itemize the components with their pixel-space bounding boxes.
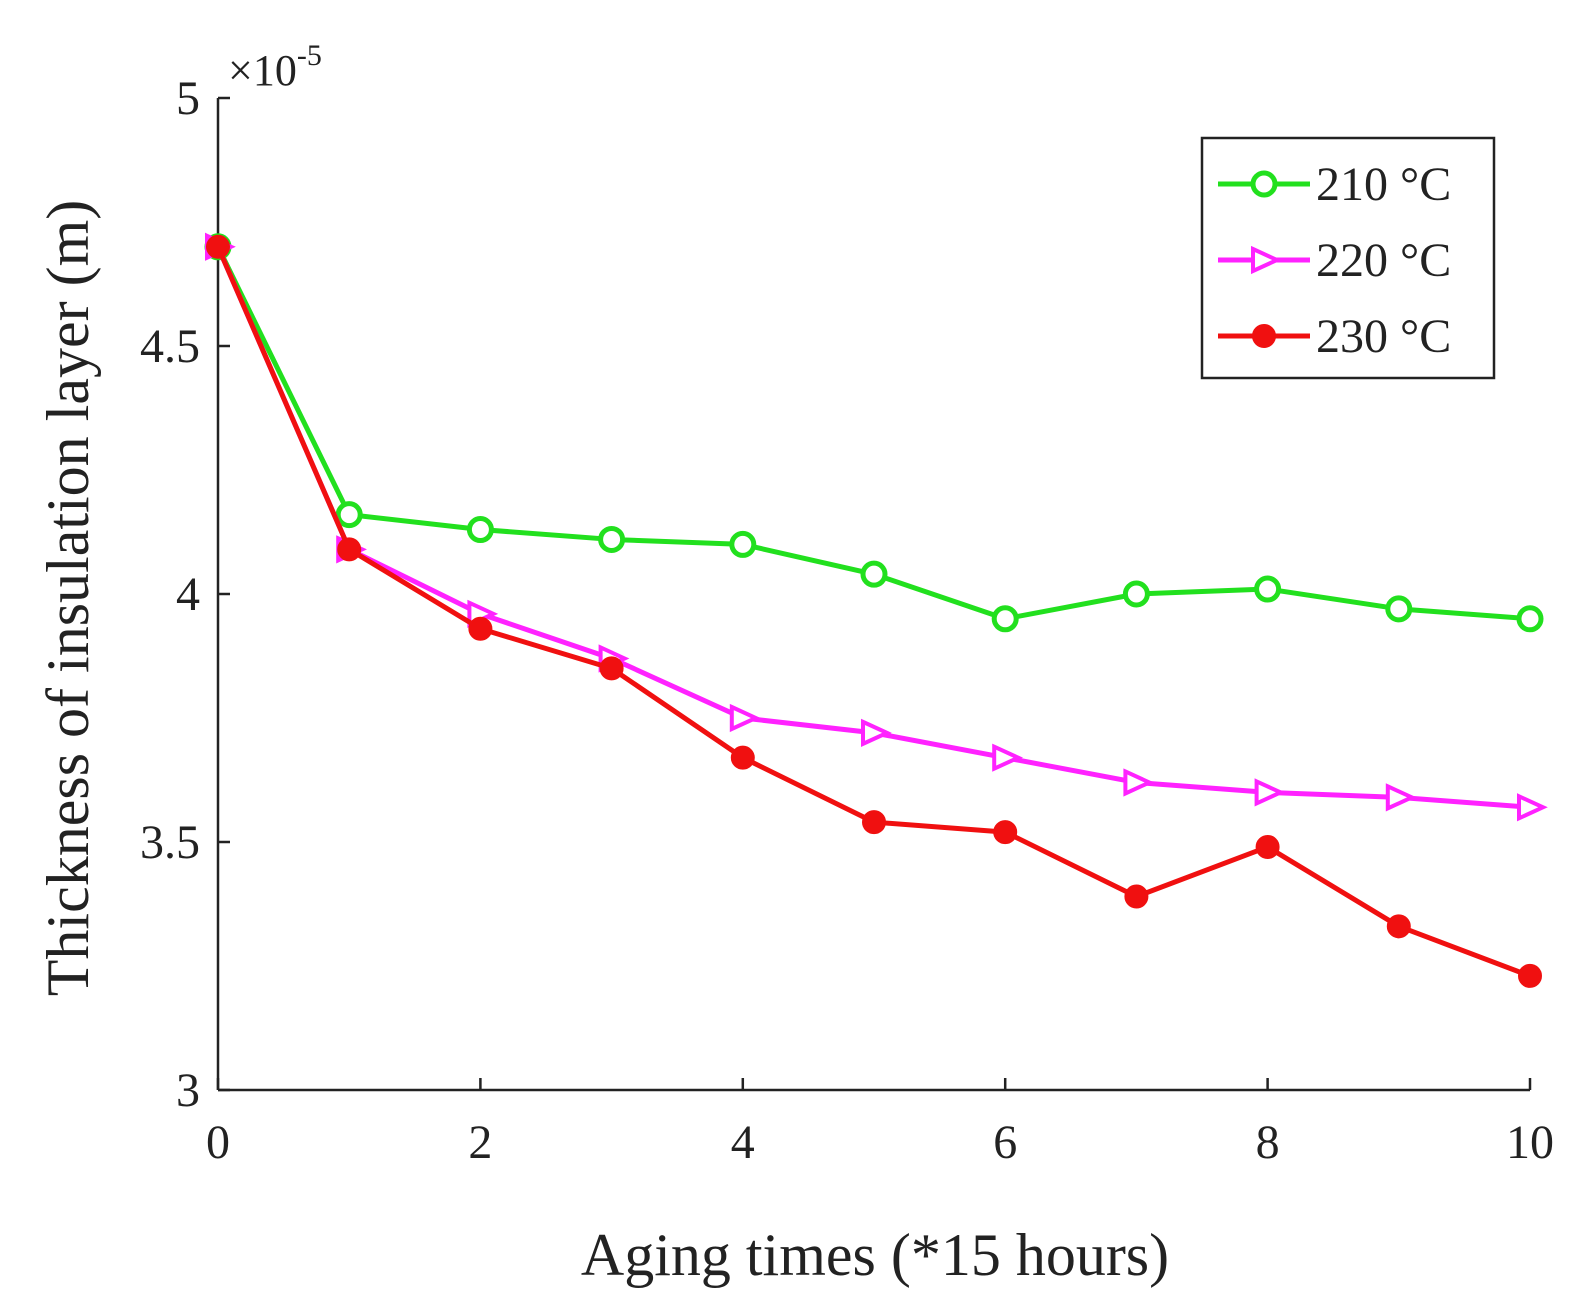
data-point-marker [992, 743, 1024, 772]
y-tick-label: 4.5 [140, 320, 200, 373]
data-point-marker [466, 516, 494, 544]
data-point-marker [1516, 605, 1544, 633]
data-point-marker [1252, 324, 1276, 348]
y-tick-label: 4 [176, 568, 200, 621]
legend-item: 220 °C [1218, 234, 1451, 287]
legend-item: 230 °C [1218, 310, 1451, 363]
y-scale-factor: ×10-5 [228, 39, 322, 95]
data-point-marker [599, 656, 624, 681]
y-tick-label: 5 [176, 72, 200, 125]
y-tick-label: 3.5 [140, 816, 200, 869]
series-1 [204, 233, 1544, 633]
x-tick-label: 10 [1506, 1116, 1554, 1169]
legend-label: 210 °C [1316, 158, 1451, 211]
data-point-marker [206, 234, 230, 259]
data-point-marker [993, 820, 1018, 845]
x-tick-label: 6 [993, 1116, 1017, 1169]
legend-label: 220 °C [1316, 234, 1451, 287]
data-point-marker [468, 616, 493, 641]
data-point-marker [1254, 575, 1282, 603]
x-tick-label: 0 [206, 1116, 230, 1169]
x-tick-label: 8 [1256, 1116, 1280, 1169]
y-axis-title: Thickness of insulation layer (m) [35, 200, 101, 996]
data-point-marker [598, 525, 626, 553]
data-point-marker [730, 745, 755, 770]
data-point-marker [1124, 884, 1149, 909]
data-point-marker [1385, 783, 1417, 812]
y-tick-label: 3 [176, 1064, 200, 1117]
data-point-marker [991, 605, 1019, 633]
data-point-marker [1250, 170, 1278, 198]
series-3 [206, 234, 1542, 988]
data-point-marker [1123, 768, 1155, 797]
data-point-marker [1385, 595, 1413, 623]
legend-item: 210 °C [1218, 158, 1451, 211]
legend: 210 °C 220 °C 230 °C [1200, 136, 1496, 380]
data-point-marker [1251, 245, 1282, 275]
data-point-marker [1386, 914, 1411, 939]
x-tick-label: 2 [468, 1116, 492, 1169]
series-group [204, 232, 1548, 988]
data-point-marker [1518, 963, 1542, 988]
legend-label: 230 °C [1316, 310, 1451, 363]
data-point-marker [1255, 834, 1280, 859]
x-axis-title: Aging times (*15 hours) [581, 1222, 1169, 1288]
axes: 0 2 4 6 8 10 3 3.5 4 4.5 5 [140, 72, 1554, 1169]
data-point-marker [860, 560, 888, 588]
data-point-marker [1517, 793, 1548, 822]
data-point-marker [729, 703, 761, 733]
data-point-marker [862, 810, 886, 835]
y-scale-exponent: -5 [297, 39, 322, 72]
y-scale-base: ×10 [228, 46, 297, 95]
data-point-marker [337, 537, 362, 562]
data-point-marker [1254, 778, 1286, 807]
x-tick-label: 4 [731, 1116, 755, 1169]
data-point-marker [861, 718, 892, 747]
data-point-marker [335, 501, 363, 529]
data-point-marker [729, 530, 757, 558]
data-point-marker [1122, 580, 1150, 608]
